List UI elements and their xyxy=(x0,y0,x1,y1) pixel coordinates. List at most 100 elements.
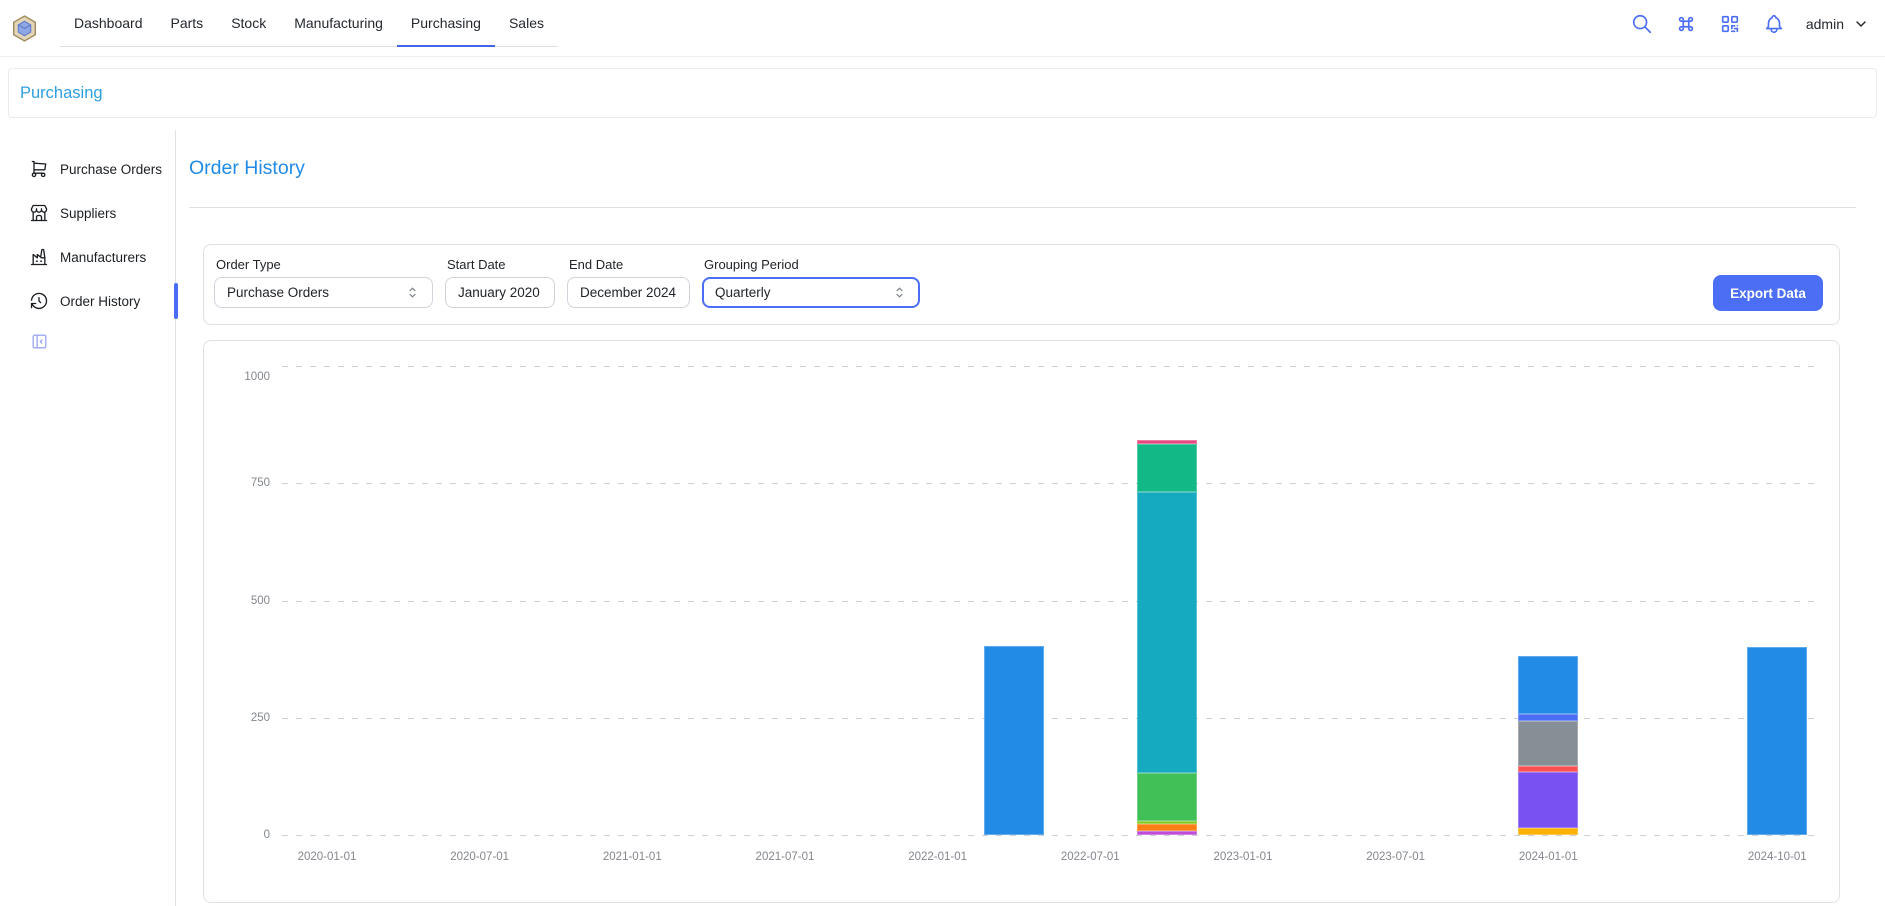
grouping-period-label: Grouping Period xyxy=(704,257,799,272)
order-type-label: Order Type xyxy=(216,257,281,272)
sidebar-collapse-button[interactable] xyxy=(30,332,49,354)
bar-segment[interactable] xyxy=(1136,443,1197,492)
start-date-input[interactable]: January 2020 xyxy=(445,277,555,308)
x-axis-tick-label: 2023-07-01 xyxy=(1366,851,1426,863)
app-logo[interactable] xyxy=(0,0,60,56)
start-date-field: Start Date January 2020 xyxy=(445,257,555,308)
tab-purchasing[interactable]: Purchasing xyxy=(396,0,496,47)
navbar-actions: admin xyxy=(1630,0,1885,47)
start-date-label: Start Date xyxy=(447,257,506,272)
sidebar-item-label: Suppliers xyxy=(60,205,117,221)
x-axis-tick-label: 2024-01-01 xyxy=(1518,851,1578,863)
bar-segment[interactable] xyxy=(1136,439,1197,444)
grouping-period-select[interactable]: Quarterly xyxy=(702,277,920,308)
top-navbar: Dashboard Parts Stock Manufacturing Purc… xyxy=(0,0,1885,57)
breadcrumb-panel: Purchasing xyxy=(8,68,1877,118)
qr-scan-button[interactable] xyxy=(1718,12,1742,36)
factory-icon xyxy=(30,248,48,266)
export-data-button[interactable]: Export Data xyxy=(1713,275,1823,311)
bar-segment[interactable] xyxy=(1136,491,1197,774)
y-axis-tick-label: 0 xyxy=(263,829,270,841)
bar-segment[interactable] xyxy=(1136,831,1197,835)
end-date-input[interactable]: December 2024 xyxy=(567,277,690,308)
sidebar-item-label: Order History xyxy=(60,293,141,309)
chevron-down-icon xyxy=(1856,20,1866,27)
tab-parts[interactable]: Parts xyxy=(157,0,218,46)
chart-gridline xyxy=(282,483,1816,485)
chart-gridline xyxy=(282,366,1816,368)
search-icon xyxy=(1632,14,1651,33)
filter-panel: Order Type Purchase Orders Start Date Ja… xyxy=(203,244,1840,325)
history-icon xyxy=(30,292,48,310)
y-axis-tick-label: 1000 xyxy=(244,371,270,383)
bar-segment[interactable] xyxy=(1518,713,1579,721)
bar-segment[interactable] xyxy=(1747,647,1808,835)
end-date-label: End Date xyxy=(569,257,624,272)
grouping-period-field: Grouping Period Quarterly xyxy=(702,257,920,308)
main-nav-tabs: Dashboard Parts Stock Manufacturing Purc… xyxy=(60,0,558,47)
order-history-page: Order History Order Type Purchase Orders… xyxy=(176,130,1885,906)
y-axis-tick-label: 500 xyxy=(250,594,270,607)
chart-gridline xyxy=(282,835,1816,836)
sidebar-item-label: Manufacturers xyxy=(60,249,147,265)
x-axis-tick-label: 2022-01-01 xyxy=(908,851,968,863)
sidebar-item-order-history[interactable]: Order History xyxy=(0,279,175,323)
end-date-value: December 2024 xyxy=(580,285,677,300)
bar-segment[interactable] xyxy=(1136,773,1197,822)
sidebar-item-suppliers[interactable]: Suppliers xyxy=(0,191,175,235)
page-title: Order History xyxy=(189,157,305,179)
chart-card: 0 250 500 750 1000 2020-01-01 2020-07-01 2021-0… xyxy=(203,340,1840,903)
tab-sales[interactable]: Sales xyxy=(495,0,558,46)
storefront-icon xyxy=(30,204,48,222)
command-palette-icon xyxy=(1678,16,1694,31)
end-date-field: End Date December 2024 xyxy=(567,257,690,308)
bar-segment[interactable] xyxy=(1518,765,1579,772)
notifications-bell-icon xyxy=(1765,14,1783,33)
order-type-field: Order Type Purchase Orders xyxy=(214,257,433,308)
order-type-value: Purchase Orders xyxy=(227,285,330,300)
x-axis-tick-label: 2022-07-01 xyxy=(1060,851,1120,863)
notifications-button[interactable] xyxy=(1762,12,1786,36)
tab-manufacturing[interactable]: Manufacturing xyxy=(280,0,397,46)
username-label: admin xyxy=(1805,15,1844,32)
bar-segment[interactable] xyxy=(1136,821,1197,825)
selector-updown-icon xyxy=(409,287,416,298)
order-type-select[interactable]: Purchase Orders xyxy=(214,277,433,308)
sidebar-item-manufacturers[interactable]: Manufacturers xyxy=(0,235,175,279)
sidebar: Purchase Orders Suppliers Manufacturers … xyxy=(0,130,178,906)
main-layout: Purchase Orders Suppliers Manufacturers … xyxy=(0,130,1885,906)
x-axis-tick-label: 2020-01-01 xyxy=(297,851,357,863)
selector-updown-icon xyxy=(896,287,903,298)
sidebar-item-label: Purchase Orders xyxy=(60,161,163,177)
x-axis-tick-label: 2021-07-01 xyxy=(755,851,815,863)
start-date-value: January 2020 xyxy=(458,285,540,300)
y-axis-tick-label: 250 xyxy=(250,711,270,724)
tab-stock[interactable]: Stock xyxy=(217,0,280,46)
breadcrumb-purchasing[interactable]: Purchasing xyxy=(20,83,103,102)
bar-segment[interactable] xyxy=(1518,827,1579,835)
user-menu[interactable]: admin xyxy=(1806,16,1869,32)
grouping-period-value: Quarterly xyxy=(715,285,771,300)
title-divider xyxy=(189,207,1856,208)
tab-dashboard[interactable]: Dashboard xyxy=(60,0,157,46)
qr-scan-icon xyxy=(1721,15,1739,32)
bar-segment[interactable] xyxy=(983,645,1044,835)
search-button[interactable] xyxy=(1630,12,1654,36)
command-palette-button[interactable] xyxy=(1674,12,1698,36)
x-axis-tick-label: 2020-07-01 xyxy=(450,851,510,863)
sidebar-active-indicator xyxy=(173,283,178,319)
x-axis-tick-label: 2021-01-01 xyxy=(602,851,662,863)
bar-segment[interactable] xyxy=(1518,720,1579,766)
bar-segment[interactable] xyxy=(1518,656,1579,714)
sidebar-collapse-icon xyxy=(32,334,47,349)
order-history-chart: 0 250 500 750 1000 2020-01-01 2020-07-01 2021-0… xyxy=(204,341,1839,902)
bar-segment[interactable] xyxy=(1136,824,1197,832)
sidebar-item-purchase-orders[interactable]: Purchase Orders xyxy=(0,147,175,191)
x-axis-tick-label: 2023-01-01 xyxy=(1213,851,1273,863)
bar-segment[interactable] xyxy=(1518,771,1579,828)
chart-gridline xyxy=(282,717,1816,719)
x-axis-tick-label: 2024-10-01 xyxy=(1747,851,1807,863)
y-axis-tick-label: 750 xyxy=(250,477,270,490)
shopping-cart-icon xyxy=(31,160,47,178)
chart-gridline xyxy=(282,600,1816,602)
